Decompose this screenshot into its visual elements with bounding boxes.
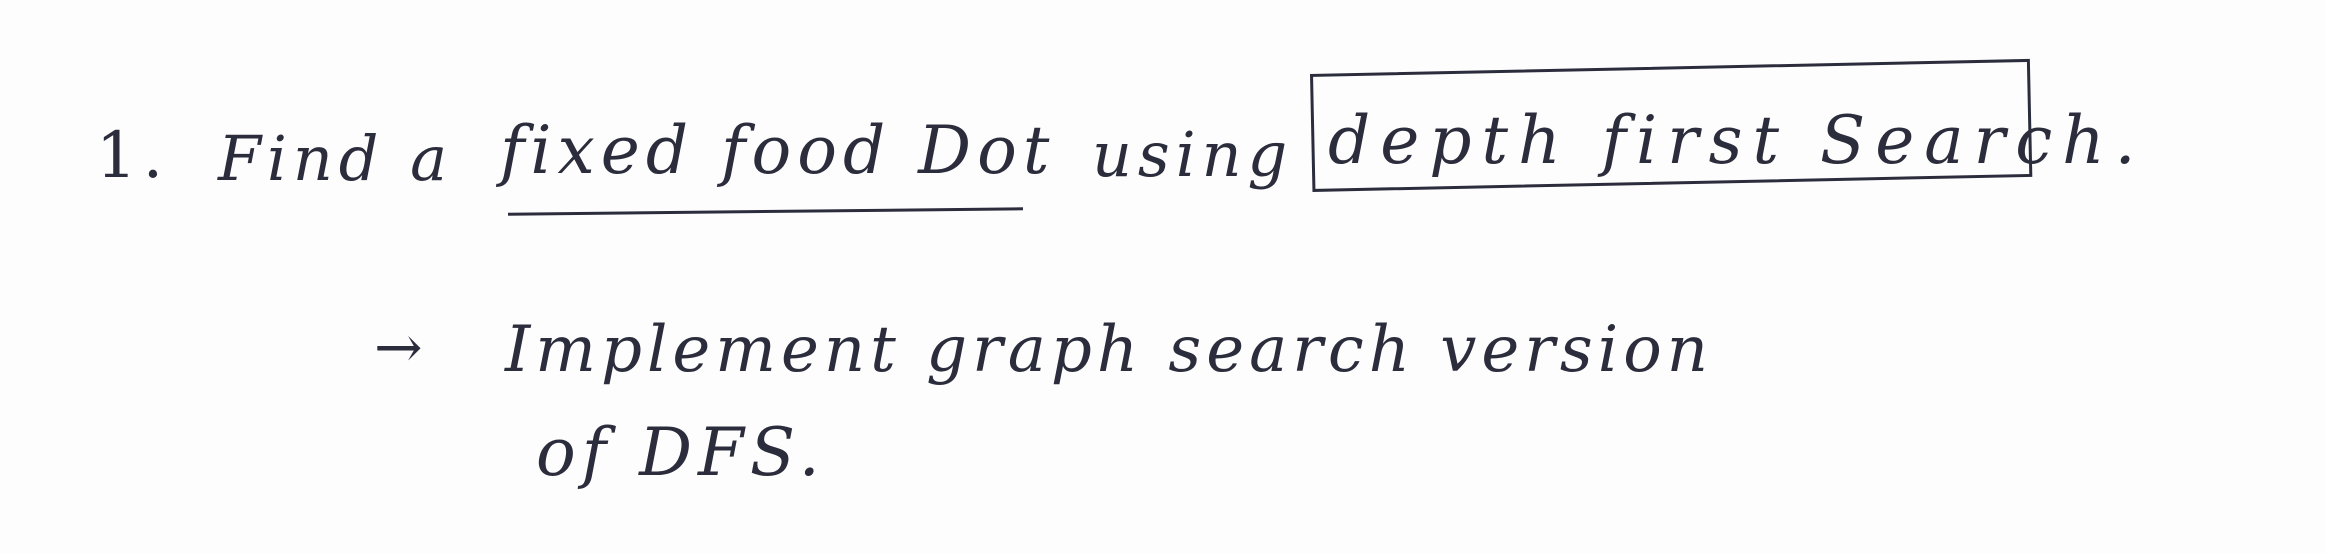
arrow-icon: → <box>374 313 423 381</box>
item-number: 1. <box>96 119 170 193</box>
phrase-underline <box>507 207 1024 216</box>
line1-using: using <box>1092 118 1294 191</box>
line2-text: Implement graph search version <box>505 313 1713 387</box>
underlined-phrase: fixed food Dot <box>500 112 1056 189</box>
line1-prefix: Find a <box>218 122 454 195</box>
line3-text: of DFS. <box>536 414 826 491</box>
boxed-phrase: depth first Search. <box>1328 102 2146 179</box>
